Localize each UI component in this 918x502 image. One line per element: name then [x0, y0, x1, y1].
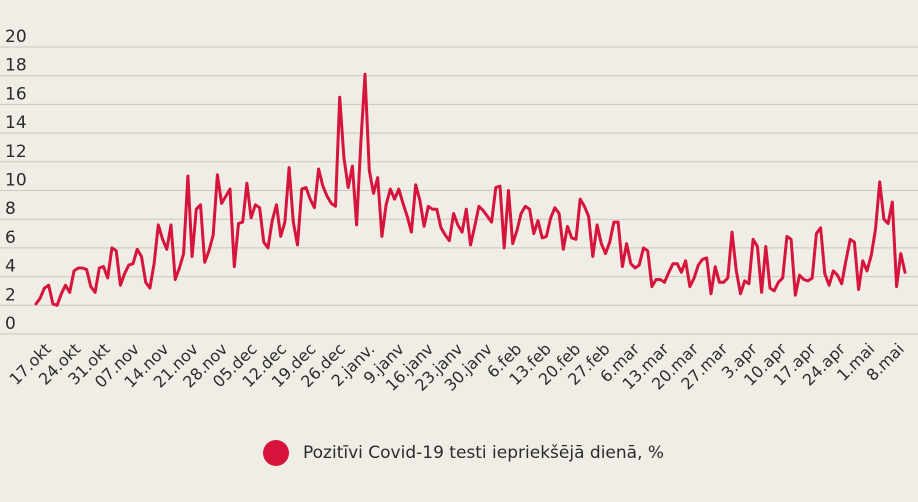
y-tick-label: 10 — [5, 171, 27, 191]
y-axis-ticks: 0 2 4 6 8 10 12 14 16 18 20 — [5, 27, 27, 334]
y-tick-label: 8 — [5, 199, 16, 219]
y-tick-label: 0 — [5, 314, 16, 334]
y-tick-label: 12 — [5, 142, 27, 162]
legend: Pozitīvi Covid-19 testi iepriekšējā dien… — [263, 440, 664, 466]
y-tick-label: 4 — [5, 257, 16, 277]
legend-label: Pozitīvi Covid-19 testi iepriekšējā dien… — [303, 443, 665, 463]
y-tick-label: 14 — [5, 113, 27, 133]
y-tick-label: 16 — [5, 84, 27, 104]
legend-swatch — [263, 440, 289, 466]
y-tick-label: 2 — [5, 285, 16, 305]
x-axis-ticks: 17.okt24.okt31.okt07.nov14.nov21.nov28.n… — [5, 339, 907, 395]
y-tick-label: 18 — [5, 56, 27, 76]
gridlines — [0, 46, 918, 335]
series-layer — [34, 72, 907, 307]
y-tick-label: 20 — [5, 27, 27, 47]
series-line-positive-tests — [34, 72, 907, 307]
y-tick-label: 6 — [5, 228, 16, 248]
